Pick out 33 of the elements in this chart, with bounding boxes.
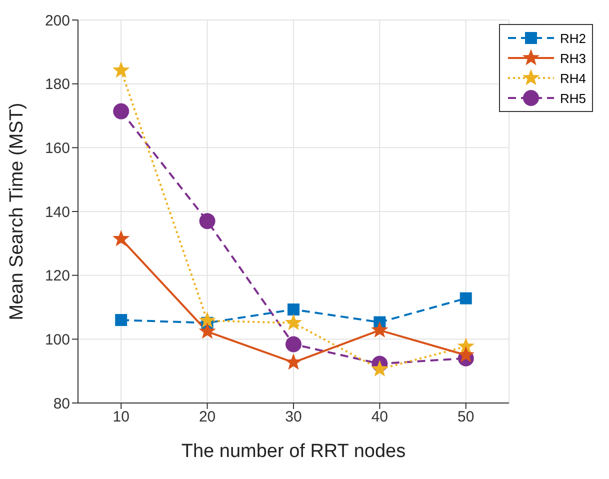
y-tick-label: 100	[44, 331, 70, 348]
x-tick-label: 40	[371, 408, 388, 426]
y-tick-label: 180	[44, 76, 70, 94]
point	[460, 292, 472, 304]
y-tick-label: 80	[53, 395, 70, 412]
x-tick-label: 20	[198, 408, 216, 426]
point	[284, 314, 302, 330]
y-tick-label: 160	[44, 140, 70, 157]
x-tick-label: 30	[285, 408, 302, 426]
point	[371, 360, 388, 376]
y-axis-title: Mean Search Time (MST)	[6, 102, 28, 320]
point	[112, 230, 130, 246]
point	[199, 213, 216, 230]
y-tick-label: 200	[44, 12, 70, 30]
y-tick-label: 140	[44, 204, 70, 221]
point	[285, 336, 302, 352]
point	[198, 322, 216, 339]
legend-label: RH4	[560, 70, 586, 86]
point	[198, 312, 216, 328]
y-tick-label: 120	[44, 268, 70, 285]
legend-label: RH2	[560, 30, 586, 46]
x-axis-title: The number of RRT nodes	[181, 441, 406, 462]
point	[112, 61, 130, 78]
x-tick-label: 10	[112, 408, 130, 426]
legend-label: RH3	[560, 50, 586, 66]
x-tick-label: 50	[458, 408, 474, 426]
point	[284, 353, 302, 370]
point	[115, 314, 128, 326]
point	[113, 103, 130, 120]
point	[287, 303, 300, 316]
point	[457, 346, 474, 362]
legend-label: RH5	[560, 90, 586, 106]
point	[371, 321, 388, 338]
